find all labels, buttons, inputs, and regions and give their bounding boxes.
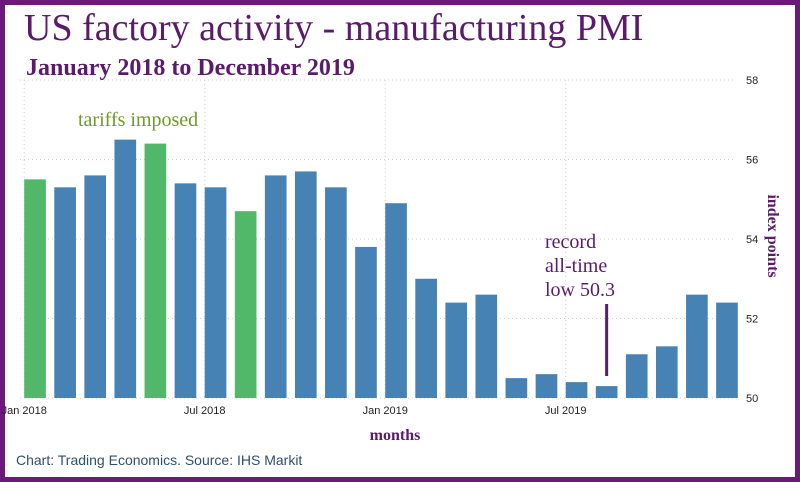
x-tick-label: Jul 2018	[184, 405, 226, 417]
bar-2019-11	[686, 294, 708, 398]
x-tick-label: Jan 2019	[363, 405, 408, 417]
bar-2019-05	[505, 378, 528, 398]
chart-source: Chart: Trading Economics. Source: IHS Ma…	[16, 452, 303, 468]
bar-2018-06	[174, 183, 197, 398]
bar-2018-01	[24, 179, 46, 398]
bar-2019-07	[565, 382, 588, 398]
bar-2018-07	[204, 187, 227, 398]
annotation-record-low-line: low 50.3	[545, 279, 615, 301]
bar-2018-10	[294, 171, 317, 398]
chart-title: US factory activity - manufacturing PMI	[24, 7, 644, 49]
bar-2018-03	[84, 175, 107, 398]
bar-2018-12	[355, 246, 377, 398]
bar-2019-06	[535, 374, 558, 398]
x-tick-label: Jan 2018	[2, 405, 47, 417]
bar-2019-04	[475, 294, 498, 398]
y-tick-label: 58	[746, 75, 758, 87]
bar-2019-09	[625, 354, 648, 398]
bar-2019-12	[716, 302, 738, 398]
chart-subtitle: January 2018 to December 2019	[26, 55, 355, 81]
y-tick-label: 52	[746, 314, 758, 326]
x-axis-title: months	[370, 427, 421, 444]
bar-2019-08	[595, 386, 618, 398]
bar-2019-01	[385, 203, 407, 398]
bar-2018-04	[114, 139, 137, 398]
bar-2018-11	[325, 187, 347, 398]
annotation-record-low-line: record	[545, 231, 596, 253]
y-tick-label: 54	[746, 234, 758, 246]
x-tick-label: Jul 2019	[545, 405, 587, 417]
bar-2018-09	[264, 175, 287, 398]
bar-2019-03	[445, 302, 468, 398]
y-axis-title: index points	[764, 194, 781, 277]
bar-2019-10	[655, 346, 678, 398]
bar-2018-08	[234, 211, 257, 398]
bar-2018-02	[54, 187, 76, 398]
y-tick-label: 56	[746, 155, 758, 167]
bar-2018-05	[144, 143, 167, 398]
annotation-tariffs: tariffs imposed	[78, 109, 198, 131]
annotation-record-low-line: all-time	[545, 255, 607, 277]
y-tick-label: 50	[746, 393, 758, 405]
bar-2019-02	[415, 278, 437, 398]
